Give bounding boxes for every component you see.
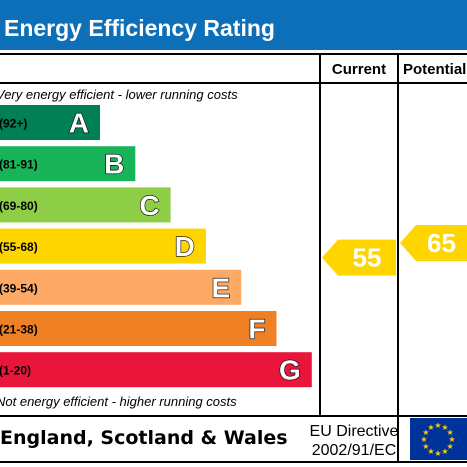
footer-region: England, Scotland & Wales bbox=[0, 427, 288, 449]
potential-rating-value: 65 bbox=[427, 228, 456, 258]
band-letter-a: A bbox=[69, 108, 89, 139]
eu-flag-star-icon: ★ bbox=[427, 423, 434, 432]
eu-flag-icon: ★ ★★★★★★★★★★★ bbox=[410, 418, 467, 460]
band-f: (21-38) F bbox=[0, 311, 277, 346]
current-rating-arrow bbox=[322, 239, 396, 276]
current-rating: 55 bbox=[322, 239, 396, 276]
band-bar-f bbox=[0, 311, 277, 346]
chart-title: Energy Efficiency Rating bbox=[4, 15, 275, 41]
eu-flag-star-icon: ★ bbox=[447, 428, 454, 437]
band-range-g: (1-20) bbox=[0, 364, 31, 378]
header-bar bbox=[0, 0, 467, 50]
eu-flag-star-icon: ★ bbox=[427, 447, 434, 456]
band-range-d: (55-68) bbox=[0, 240, 38, 254]
top-note: Very energy efficient - lower running co… bbox=[0, 87, 238, 102]
eu-flag-star-icon: ★ bbox=[448, 435, 455, 444]
band-e: (39-54) E bbox=[0, 269, 242, 305]
band-bar-b bbox=[0, 146, 136, 182]
eu-flag-star-icon: ★ bbox=[434, 449, 441, 458]
band-range-e: (39-54) bbox=[0, 281, 38, 295]
band-range-a: (92+) bbox=[0, 117, 27, 131]
eu-flag-star-icon: ★ bbox=[441, 423, 448, 432]
band-letter-b: B bbox=[104, 149, 124, 180]
band-letter-e: E bbox=[212, 272, 231, 303]
band-a: (92+) A bbox=[0, 105, 100, 140]
rating-bands: (92+) A (81-91) B (69-80) C (55-68) D (39-54) E (2… bbox=[0, 105, 312, 388]
bottom-note: Not energy efficient - higher running co… bbox=[0, 394, 237, 409]
eu-flag-star-icon: ★ bbox=[422, 442, 429, 451]
potential-rating-arrow bbox=[400, 224, 467, 261]
band-bar-d bbox=[0, 228, 206, 264]
eu-flag-star-icon: ★ bbox=[447, 442, 454, 451]
eu-flag-star-icon: ★ bbox=[420, 435, 427, 444]
eu-flag-background bbox=[410, 418, 467, 460]
table-frame bbox=[0, 53, 467, 463]
band-c: (69-80) C bbox=[0, 187, 171, 223]
band-b: (81-91) B bbox=[0, 146, 136, 182]
footer-directive-line1: EU Directive bbox=[310, 423, 399, 440]
band-range-c: (69-80) bbox=[0, 199, 38, 213]
band-range-b: (81-91) bbox=[0, 158, 38, 172]
band-letter-d: D bbox=[175, 231, 195, 262]
band-g: (1-20) G bbox=[0, 352, 312, 388]
potential-rating: 65 bbox=[400, 224, 467, 261]
band-bar-g bbox=[0, 352, 312, 388]
band-d: (55-68) D bbox=[0, 228, 206, 264]
eu-flag-star-icon: ★ bbox=[434, 421, 441, 430]
band-bar-a bbox=[0, 105, 100, 140]
eu-flag-star-icon: ★ bbox=[441, 447, 448, 456]
column-header-current: Current bbox=[332, 61, 386, 78]
band-letter-g: G bbox=[279, 355, 301, 386]
rating-indicators: 55 65 bbox=[322, 224, 467, 276]
band-range-f: (21-38) bbox=[0, 323, 38, 337]
eu-flag-star-icon: ★ bbox=[422, 428, 429, 437]
band-bar-e bbox=[0, 269, 242, 305]
band-letter-c: C bbox=[139, 190, 159, 221]
column-header-potential: Potential bbox=[403, 61, 466, 78]
current-rating-value: 55 bbox=[353, 243, 382, 273]
band-bar-c bbox=[0, 187, 171, 223]
footer-directive-line2: 2002/91/EC bbox=[312, 442, 397, 459]
band-letter-f: F bbox=[248, 314, 265, 345]
